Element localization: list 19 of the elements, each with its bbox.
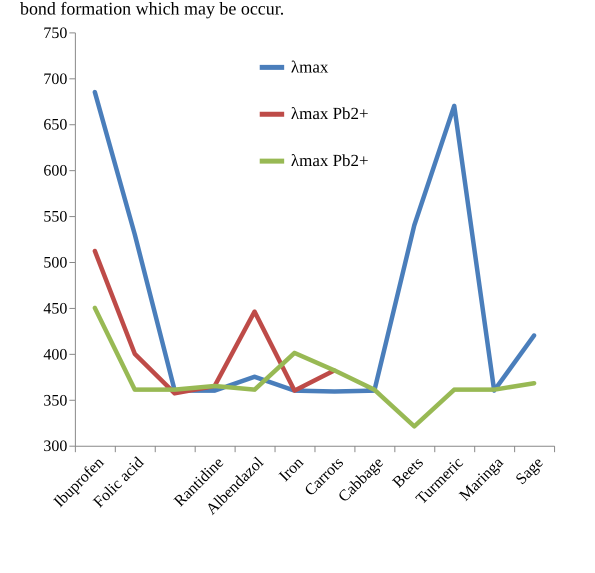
legend-label: λmax Pb2+ [290, 151, 369, 170]
y-tick-label: 350 [43, 392, 68, 410]
y-tick-label: 400 [43, 346, 68, 364]
y-tick-label: 600 [43, 162, 68, 180]
y-tick-label: 450 [43, 300, 68, 318]
x-tick-label: Sage [512, 454, 547, 488]
line-series [92, 248, 337, 396]
line-series [92, 306, 536, 429]
y-tick-label: 300 [43, 438, 68, 456]
y-tick-label: 750 [43, 24, 68, 42]
y-tick-label: 500 [43, 254, 68, 272]
legend-label: λmax Pb2+ [290, 104, 369, 124]
legend-label: λmax [290, 57, 329, 76]
text: bond formation which may be occur. [20, 0, 284, 18]
x-tick-label: Iron [276, 454, 308, 485]
y-tick-label: 700 [43, 70, 68, 88]
y-tick-label: 650 [43, 116, 68, 134]
line-series [92, 90, 536, 394]
y-tick-label: 550 [43, 208, 68, 226]
